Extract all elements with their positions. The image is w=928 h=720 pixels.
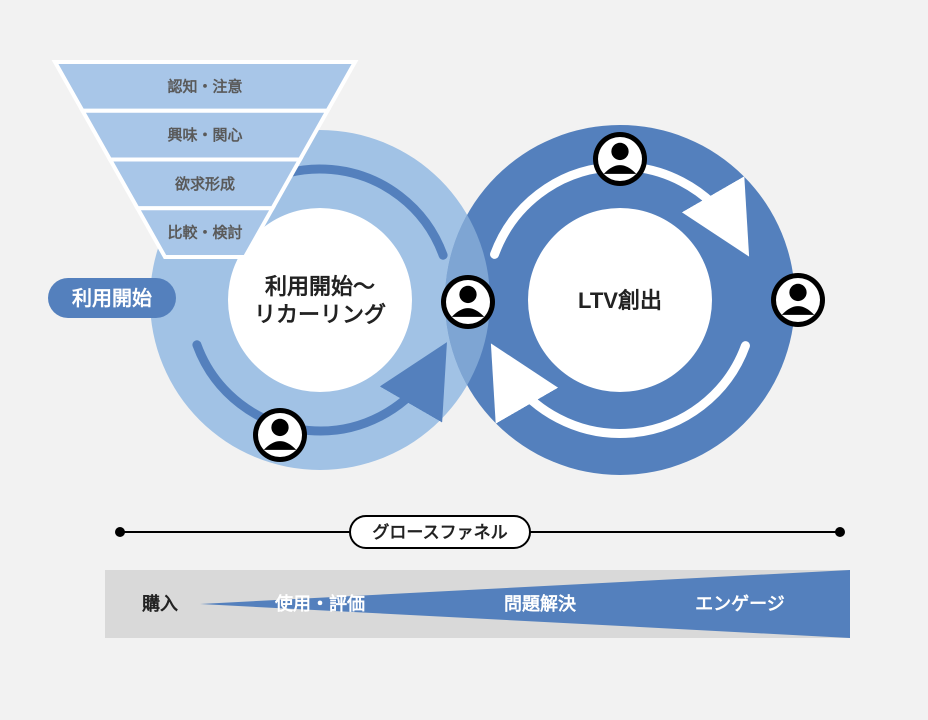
right-cycle-label: LTV創出 <box>578 288 662 313</box>
person-icon <box>771 273 825 327</box>
funnel-badge-label: 利用開始 <box>72 286 152 310</box>
growth-funnel-dot <box>835 527 845 537</box>
bottom-bar-label: 購入 <box>141 593 178 614</box>
funnel-stage-label: 認知・注意 <box>167 77 242 95</box>
funnel-stage-label: 欲求形成 <box>174 175 235 193</box>
funnel-stage-label: 興味・関心 <box>167 126 242 144</box>
diagram-stage: 認知・注意興味・関心欲求形成比較・検討利用開始 利用開始～ リカーリング LTV創出グ… <box>0 0 928 720</box>
left-cycle-label: リカーリング <box>254 302 386 327</box>
bottom-bar-label: 問題解決 <box>504 593 577 614</box>
bottom-bar-label: エンゲージ <box>695 593 785 614</box>
person-icon <box>441 275 495 329</box>
funnel-stage-label: 比較・検討 <box>167 224 242 242</box>
person-icon <box>253 408 307 462</box>
left-cycle-label: 利用開始～ <box>265 274 375 299</box>
bottom-bar-label: 使用・評価 <box>274 593 365 614</box>
growth-funnel-label: グロースファネル <box>372 522 507 542</box>
person-icon <box>593 132 647 186</box>
growth-funnel-dot <box>115 527 125 537</box>
